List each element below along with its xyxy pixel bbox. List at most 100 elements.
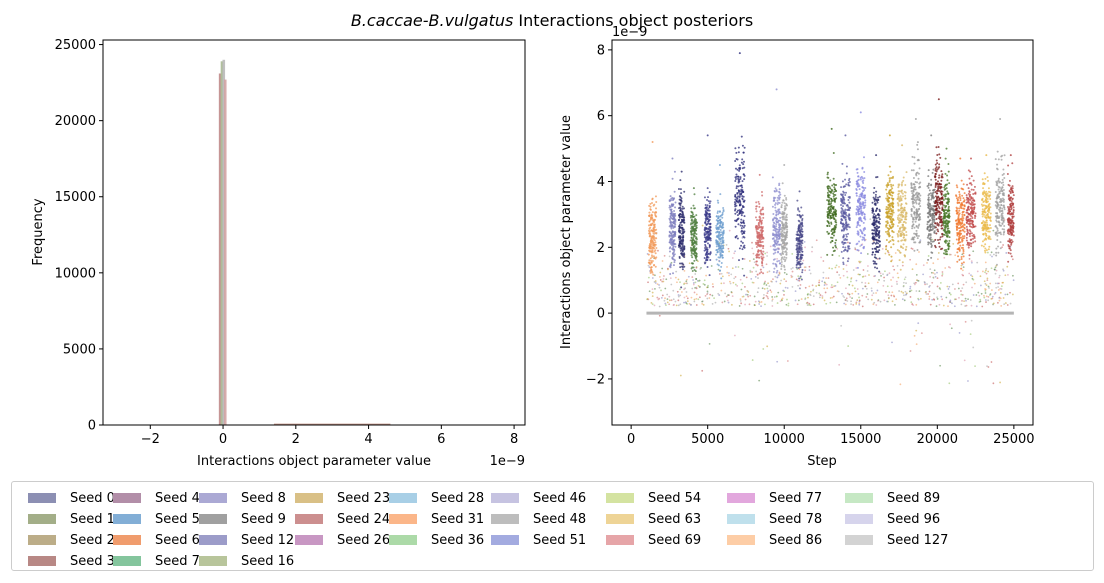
trace-point	[762, 245, 765, 248]
trace-point	[679, 207, 682, 210]
trace-point	[904, 218, 907, 221]
trace-point	[845, 287, 847, 290]
trace-point	[722, 232, 725, 235]
trace-point	[798, 251, 801, 254]
trace-point	[864, 285, 867, 288]
trace-point	[840, 324, 843, 327]
trace-point	[725, 244, 728, 246]
trace-point	[848, 283, 851, 286]
trace-point	[928, 189, 931, 192]
trace-point	[748, 303, 751, 306]
trace-point	[888, 291, 891, 294]
trace-point	[758, 256, 761, 259]
trace-point	[857, 292, 860, 295]
trace-point	[668, 250, 671, 253]
trace-point	[722, 206, 725, 209]
trace-point	[704, 245, 707, 248]
trace-point	[974, 240, 977, 243]
trace-point	[649, 233, 652, 236]
trace-point	[801, 239, 804, 242]
trace-point	[846, 249, 849, 252]
trace-point	[651, 217, 654, 220]
trace-point	[892, 175, 895, 178]
trace-point	[706, 259, 709, 262]
trace-point	[737, 151, 740, 154]
trace-point	[755, 260, 758, 263]
trace-point	[920, 332, 923, 334]
trace-point	[785, 303, 788, 306]
trace-point	[948, 239, 951, 242]
trace-point	[766, 271, 769, 274]
trace-point	[706, 209, 709, 212]
trace-point	[858, 208, 861, 211]
trace-point	[719, 233, 722, 236]
trace-point	[780, 268, 783, 271]
trace-point	[840, 215, 843, 218]
trace-point	[832, 151, 835, 154]
trace-point	[784, 258, 787, 261]
trace-point	[780, 205, 783, 208]
trace-point	[735, 196, 738, 199]
trace-point	[959, 244, 962, 247]
trace-point	[896, 232, 899, 235]
trace-point	[970, 319, 973, 322]
trace-point	[967, 246, 970, 249]
trace-point	[798, 287, 801, 290]
trace-point	[762, 237, 765, 240]
trace-point	[681, 215, 684, 218]
trace-point	[650, 301, 653, 304]
trace-point	[875, 262, 878, 265]
trace-point	[673, 190, 676, 193]
trace-point	[742, 226, 745, 229]
trace-point	[651, 230, 654, 233]
trace-point	[886, 285, 889, 288]
trace-point	[831, 296, 834, 299]
trace-point	[786, 228, 789, 231]
trace-point	[989, 226, 992, 229]
trace-point	[936, 209, 939, 212]
trace-point	[675, 304, 678, 307]
trace-point	[774, 229, 777, 232]
trace-point	[697, 260, 699, 263]
trace-point	[705, 223, 708, 226]
trace-point	[969, 170, 972, 173]
trace-point	[798, 262, 801, 265]
trace-point	[913, 186, 916, 189]
trace-point	[679, 249, 682, 252]
trace-point	[875, 292, 877, 294]
trace-point	[719, 222, 722, 225]
trace-point	[955, 184, 958, 187]
trace-point	[739, 299, 742, 302]
trace-point	[842, 223, 845, 226]
trace-point	[741, 180, 744, 183]
trace-point	[994, 266, 997, 269]
trace-point	[932, 298, 935, 301]
trace-point	[755, 210, 758, 213]
trace-point	[998, 276, 1001, 279]
trace-point	[708, 216, 711, 219]
trace-point	[721, 240, 724, 243]
trace-point	[712, 285, 714, 288]
trace-point	[956, 248, 959, 251]
trace-point	[741, 241, 744, 244]
trace-point	[986, 277, 989, 280]
trace-point	[948, 212, 951, 215]
trace-point	[831, 184, 834, 187]
trace-point	[896, 198, 899, 201]
trace-point	[689, 216, 692, 219]
trace-point	[835, 264, 838, 267]
trace-point	[706, 187, 709, 190]
trace-point	[695, 214, 698, 217]
trace-point	[891, 203, 894, 206]
trace-point	[865, 287, 868, 290]
trace-point	[676, 290, 679, 293]
trace-point	[968, 272, 971, 275]
trace-point	[984, 177, 987, 180]
trace-point	[944, 157, 947, 160]
trace-point	[933, 214, 936, 217]
trace-point	[898, 259, 901, 262]
trace-point	[840, 211, 843, 214]
trace-point	[917, 279, 920, 282]
trace-point	[678, 238, 681, 241]
trace-point	[902, 243, 905, 246]
